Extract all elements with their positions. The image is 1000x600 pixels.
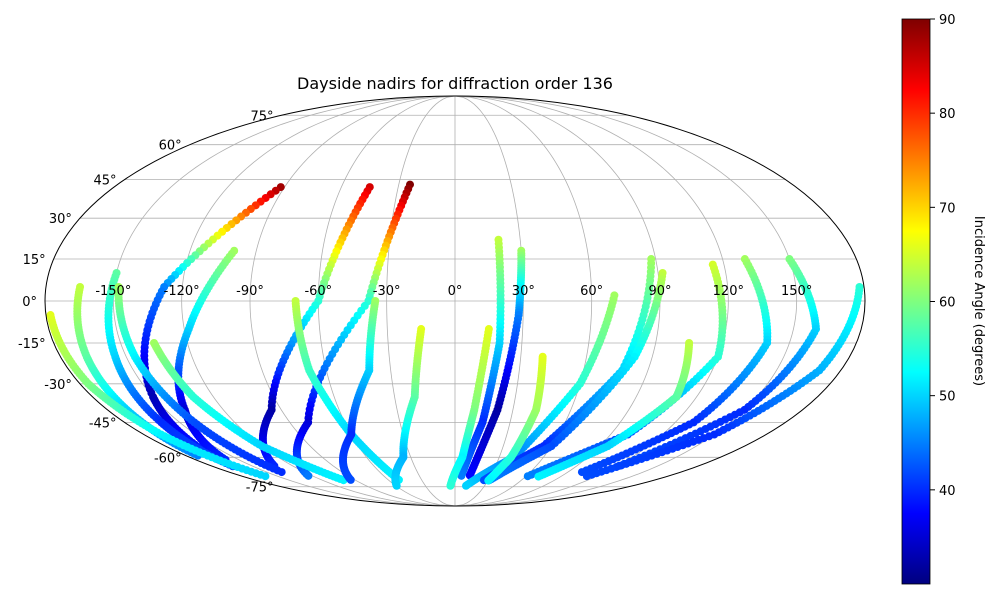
lat-tick-label: -15° (18, 337, 46, 352)
map-grid (45, 95, 865, 507)
lat-tick-label: 30° (49, 212, 72, 227)
colorbar-label: Incidence Angle (degrees) (971, 216, 986, 386)
lon-tick-label: 150° (781, 284, 812, 299)
lat-tick-label: 60° (159, 139, 182, 154)
lat-tick-label: -30° (44, 378, 72, 393)
data-point (523, 472, 532, 481)
lat-tick-label: 75° (250, 109, 273, 124)
colorbar-gradient (901, 18, 931, 585)
colorbar: 40 50 60 70 80 90 Incidence Angle (degrees) (901, 13, 986, 585)
lon-tick-label: -90° (236, 284, 264, 299)
lat-tick-label: -45° (89, 416, 117, 431)
lon-tick-label: 30° (512, 284, 535, 299)
lon-gridline (112, 95, 456, 507)
data-point (304, 471, 313, 480)
colorbar-tick-label: 70 (939, 201, 956, 216)
data-points (46, 180, 864, 490)
lon-gridline (454, 95, 593, 507)
data-point (261, 472, 270, 481)
lat-tick-label: -60° (154, 451, 182, 466)
data-point (582, 472, 591, 481)
lat-tick-label: -75° (246, 481, 274, 496)
colorbar-tick-label: 40 (939, 484, 956, 499)
colorbar-tick-label: 60 (939, 296, 956, 311)
data-point (462, 481, 471, 490)
data-point (534, 472, 543, 481)
colorbar-tick-label: 90 (939, 13, 956, 28)
lon-tick-label: -120° (164, 284, 200, 299)
data-point (484, 476, 493, 485)
data-point (346, 475, 355, 484)
chart-title: Dayside nadirs for diffraction order 136 (297, 74, 613, 93)
data-point (277, 468, 286, 477)
lon-gridline (386, 95, 456, 507)
lon-tick-label: 0° (448, 284, 463, 299)
lat-tick-label: 0° (22, 295, 37, 310)
lon-tick-label: 120° (713, 284, 744, 299)
lon-tick-label: -30° (373, 284, 401, 299)
colorbar-ticks: 40 50 60 70 80 90 (930, 13, 956, 499)
data-point (446, 481, 455, 490)
map-outline (44, 95, 866, 507)
lon-tick-label: 60° (580, 284, 603, 299)
lat-tick-labels: 75° 60° 45° 30° 15° 0° -15° -30° -45° -60° -75° (18, 109, 274, 495)
data-point (392, 481, 401, 490)
lon-tick-label: 90° (648, 284, 671, 299)
lat-tick-label: 15° (23, 253, 46, 268)
lon-tick-labels: -150° -120° -90° -60° -30° 0° 30° 60° 90° 120° 150… (95, 284, 812, 299)
colorbar-tick-label: 50 (939, 390, 956, 405)
colorbar-tick-label: 80 (939, 107, 956, 122)
lon-gridline (249, 95, 456, 507)
lon-gridline (454, 95, 798, 507)
lon-tick-label: -60° (304, 284, 332, 299)
lon-tick-label: -150° (95, 284, 131, 299)
lat-tick-label: 45° (94, 174, 117, 189)
data-point (457, 471, 466, 480)
